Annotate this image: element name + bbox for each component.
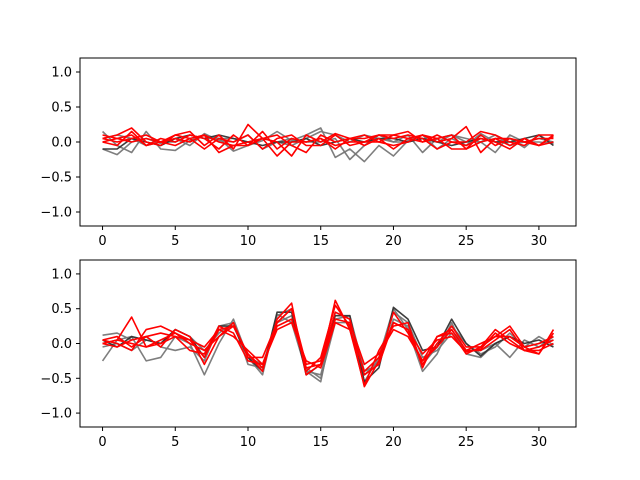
y-tick-label: −1.0 bbox=[40, 206, 72, 221]
plot-area bbox=[101, 299, 555, 388]
top-subplot: 0 5 10 15 20 25 30 −1.0 −0.5 0.0 0.5 1.0 bbox=[40, 57, 577, 249]
x-tick-label: 0 bbox=[98, 435, 106, 450]
x-tick-label: 30 bbox=[531, 234, 548, 249]
x-tick-label: 30 bbox=[531, 435, 548, 450]
x-tick-label: 20 bbox=[385, 435, 402, 450]
bottom-subplot: 0 5 10 15 20 25 30 −1.0 −0.5 0.0 0.5 1.0 bbox=[40, 259, 577, 450]
x-tick-label: 25 bbox=[458, 234, 475, 249]
x-tick-label: 10 bbox=[240, 435, 257, 450]
y-tick-label: −1.0 bbox=[40, 407, 72, 422]
series-line-8 bbox=[102, 321, 554, 373]
y-tick-label: −0.5 bbox=[40, 372, 72, 387]
series-line-8 bbox=[102, 130, 554, 150]
y-tick-label: −0.5 bbox=[40, 171, 72, 186]
x-tick-label: 0 bbox=[98, 234, 106, 249]
x-tick-label: 5 bbox=[171, 435, 179, 450]
y-tick-label: 1.0 bbox=[51, 66, 72, 81]
plot-area bbox=[101, 123, 554, 163]
series-line-5 bbox=[102, 130, 554, 150]
x-tick-label: 15 bbox=[312, 234, 329, 249]
y-tick-label: 0.5 bbox=[51, 302, 72, 317]
y-tick-label: 1.0 bbox=[51, 267, 72, 282]
x-tick-label: 25 bbox=[458, 435, 475, 450]
x-tick-label: 20 bbox=[385, 234, 402, 249]
x-tick-label: 15 bbox=[312, 435, 329, 450]
series-line-7 bbox=[102, 318, 555, 369]
x-tick-label: 5 bbox=[171, 234, 179, 249]
series-line-6 bbox=[102, 307, 554, 376]
series-line-7 bbox=[102, 134, 554, 157]
y-tick-label: 0.5 bbox=[51, 101, 72, 116]
series-line-6 bbox=[102, 125, 554, 154]
x-tick-label: 10 bbox=[240, 234, 257, 249]
y-tick-label: 0.0 bbox=[51, 136, 72, 151]
y-tick-label: 0.0 bbox=[51, 337, 72, 352]
